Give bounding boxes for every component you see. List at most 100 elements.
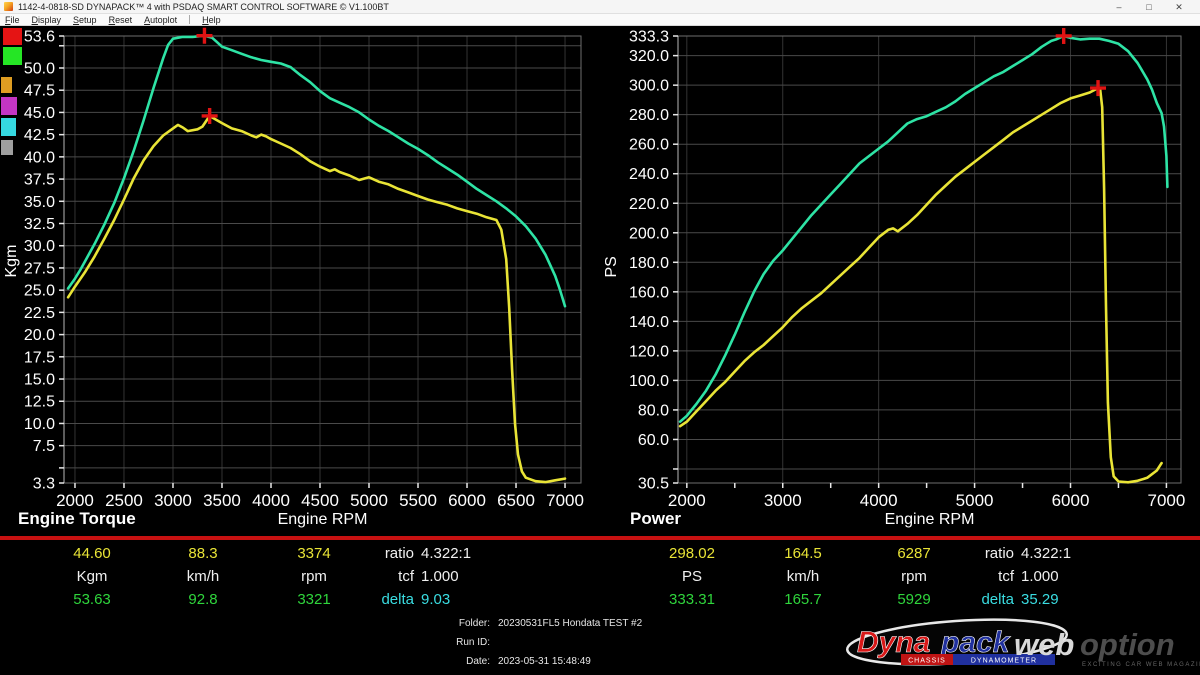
menu-separator	[189, 15, 191, 24]
svg-text:50.0: 50.0	[24, 60, 55, 77]
red-channel-swatch[interactable]	[3, 28, 22, 45]
svg-text:3000: 3000	[764, 491, 802, 510]
dynapack-tagline-dynamometer: DYNAMOMETER	[971, 658, 1037, 665]
svg-text:PS: PS	[603, 256, 620, 277]
reference-rpm-value: 3321	[297, 591, 331, 608]
torque-chart[interactable]: 53.6 50.0 47.5 45.0 42.5 40.0 37.5 35.0 32.5 30.0…	[0, 26, 600, 536]
svg-text:280.0: 280.0	[629, 107, 669, 124]
ratio-label: ratio	[384, 545, 414, 562]
svg-text:120.0: 120.0	[629, 343, 669, 360]
delta-label: delta	[381, 591, 414, 608]
window-title: 1142-4-0818-SD DYNAPACK™ 4 with PSDAQ SM…	[18, 1, 389, 12]
svg-text:3500: 3500	[203, 491, 241, 510]
minimize-button[interactable]: –	[1116, 1, 1122, 12]
power-unit-label: PS	[681, 568, 703, 585]
current-speed-value: 88.3	[188, 545, 218, 562]
menu-setup[interactable]: Setup	[73, 14, 97, 25]
maximize-button[interactable]: □	[1146, 1, 1152, 12]
svg-text:4500: 4500	[301, 491, 339, 510]
svg-text:37.5: 37.5	[24, 172, 55, 189]
rpm-unit-label: rpm	[901, 568, 927, 585]
power-chart[interactable]: 333.3 320.0 300.0 280.0 260.0 240.0 220.0 200.0…	[600, 26, 1200, 536]
svg-text:35.0: 35.0	[24, 194, 55, 211]
power-reference-row: 333.31 165.7 5929 delta 35.29	[600, 589, 1200, 611]
titlebar: 1142-4-0818-SD DYNAPACK™ 4 with PSDAQ SM…	[0, 0, 1200, 14]
svg-text:Engine RPM: Engine RPM	[885, 511, 975, 528]
svg-text:5500: 5500	[399, 491, 437, 510]
current-power-value: 298.02	[669, 545, 715, 562]
menubar: File Display Setup Reset Autoplot Help	[0, 14, 1200, 26]
svg-text:Kgm: Kgm	[3, 245, 20, 278]
power-readout-panel: 298.02 164.5 6287 ratio 4.322:1 PS km/h …	[600, 542, 1200, 612]
svg-text:260.0: 260.0	[629, 137, 669, 154]
app-icon	[4, 2, 13, 11]
torque-reference-row: 53.63 92.8 3321 delta 9.03	[0, 589, 600, 611]
svg-text:Engine Torque: Engine Torque	[18, 509, 136, 528]
menu-help[interactable]: Help	[202, 14, 221, 25]
svg-text:15.0: 15.0	[24, 372, 55, 389]
svg-text:12.5: 12.5	[24, 394, 55, 411]
svg-text:32.5: 32.5	[24, 216, 55, 233]
reference-torque-value: 53.63	[73, 591, 111, 608]
svg-text:200.0: 200.0	[629, 225, 669, 242]
close-button[interactable]: ✕	[1175, 1, 1183, 12]
svg-text:10.0: 10.0	[24, 416, 55, 433]
folder-value: 20230531FL5 Hondata TEST #2	[498, 618, 643, 629]
torque-unit-label: Kgm	[76, 568, 108, 585]
torque-readout-panel: 44.60 88.3 3374 ratio 4.322:1 Kgm km/h r…	[0, 542, 600, 612]
tcf-label: tcf	[398, 568, 414, 585]
current-rpm-value: 3374	[297, 545, 331, 562]
run-id-label: Run ID:	[456, 637, 490, 648]
svg-text:6000: 6000	[1052, 491, 1090, 510]
svg-text:7.5: 7.5	[33, 438, 55, 455]
gray-channel-swatch[interactable]	[1, 140, 13, 155]
svg-text:240.0: 240.0	[629, 166, 669, 183]
svg-text:7000: 7000	[546, 491, 584, 510]
svg-text:17.5: 17.5	[24, 349, 55, 366]
menu-reset[interactable]: Reset	[108, 14, 133, 25]
green-channel-swatch[interactable]	[3, 47, 22, 65]
torque-current-row: 44.60 88.3 3374 ratio 4.322:1	[0, 543, 600, 565]
dynapack-tagline-chassis: CHASSIS	[908, 658, 946, 665]
weboption-logo: web option EXCITING CAR WEB MAGAZINE	[1014, 627, 1200, 668]
rpm-unit-label: rpm	[301, 568, 327, 585]
menu-display[interactable]: Display	[31, 14, 62, 25]
menu-autoplot[interactable]: Autoplot	[144, 14, 178, 25]
ratio-value: 4.322:1	[1021, 545, 1072, 562]
divider-line	[0, 536, 1200, 540]
svg-text:100.0: 100.0	[629, 373, 669, 390]
reference-rpm-value: 5929	[897, 591, 931, 608]
svg-text:3.3: 3.3	[33, 476, 55, 493]
reference-speed-value: 92.8	[188, 591, 218, 608]
weboption-tagline: EXCITING CAR WEB MAGAZINE	[1082, 662, 1200, 668]
svg-text:2000: 2000	[668, 491, 706, 510]
chart-screen: 53.6 50.0 47.5 45.0 42.5 40.0 37.5 35.0 32.5 30.0…	[0, 26, 1200, 675]
svg-text:47.5: 47.5	[24, 83, 55, 100]
svg-text:180.0: 180.0	[629, 255, 669, 272]
svg-text:20.0: 20.0	[24, 327, 55, 344]
date-row: Date: 2023-05-31 15:48:49	[0, 652, 720, 671]
speed-unit-label: km/h	[186, 568, 220, 585]
tcf-value: 1.000	[421, 568, 459, 585]
svg-text:5000: 5000	[350, 491, 388, 510]
svg-text:5000: 5000	[956, 491, 994, 510]
delta-value: 35.29	[1021, 591, 1059, 608]
torque-units-row: Kgm km/h rpm tcf 1.000	[0, 566, 600, 588]
folder-row: Folder: 20230531FL5 Hondata TEST #2	[0, 614, 720, 633]
magenta-channel-swatch[interactable]	[1, 97, 17, 115]
menu-file[interactable]: File	[5, 14, 20, 25]
delta-value: 9.03	[421, 591, 451, 608]
svg-text:60.0: 60.0	[638, 432, 669, 449]
svg-text:27.5: 27.5	[24, 260, 55, 277]
weboption-text-web: web	[1014, 627, 1074, 662]
speed-unit-label: km/h	[786, 568, 820, 585]
svg-text:220.0: 220.0	[629, 196, 669, 213]
svg-text:22.5: 22.5	[24, 305, 55, 322]
cyan-channel-swatch[interactable]	[1, 118, 16, 136]
orange-channel-swatch[interactable]	[1, 77, 12, 93]
dynapack-text-pack: pack	[940, 626, 1011, 659]
svg-text:42.5: 42.5	[24, 127, 55, 144]
date-label: Date:	[466, 656, 490, 667]
svg-text:3000: 3000	[154, 491, 192, 510]
